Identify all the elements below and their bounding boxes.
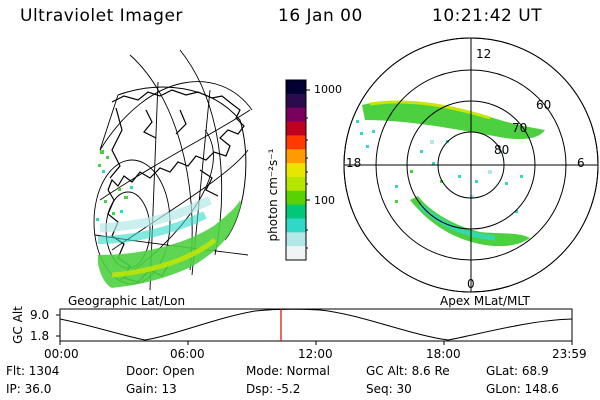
colorbar: [285, 79, 310, 261]
polar-mlt-6: 6: [577, 156, 585, 170]
right-panel-caption: Apex MLat/MLT: [440, 294, 530, 308]
altitude-ytick-max: 9.0: [30, 308, 50, 322]
altitude-xtick-0000: 00:00: [44, 347, 79, 361]
geographic-map: [93, 49, 253, 291]
altitude-xtick-1800: 18:00: [426, 347, 461, 361]
colorbar-tick-100: 100: [314, 194, 335, 207]
altitude-xtick-0600: 06:00: [170, 347, 205, 361]
info-gc-alt: GC Alt: 8.6 Re: [366, 364, 450, 378]
date-label: 16 Jan 00: [278, 6, 363, 26]
altitude-ytick-min: 1.8: [30, 329, 50, 343]
info-mode: Mode: Normal: [246, 364, 330, 378]
colorbar-cell: [286, 107, 306, 123]
colorbar-cell: [286, 135, 306, 150]
colorbar-cell: [286, 163, 306, 178]
colorbar-cell: [286, 204, 306, 219]
colorbar-cell: [286, 149, 306, 164]
polar-lat-80: 80: [494, 143, 510, 157]
colorbar-cell: [286, 190, 306, 206]
instrument-title: Ultraviolet Imager: [20, 6, 183, 26]
info-glat: GLat: 68.9: [486, 364, 549, 378]
polar-mlt-0: 0: [467, 277, 475, 291]
colorbar-cell: [286, 121, 306, 136]
polar-lat-60: 60: [536, 98, 552, 112]
polar-plot: [343, 37, 599, 293]
info-gain: Gain: 13: [126, 382, 177, 396]
polar-mlt-18: 18: [346, 156, 362, 170]
colorbar-tick-1000: 1000: [314, 83, 342, 96]
colorbar-cell: [286, 93, 306, 109]
altitude-strip: [56, 308, 573, 345]
aurora-emission: [96, 150, 242, 288]
altitude-xtick-1200: 12:00: [298, 347, 333, 361]
info-door: Door: Open: [126, 364, 195, 378]
info-flt: Flt: 1304: [6, 364, 60, 378]
colorbar-cell: [286, 232, 306, 247]
info-glon: GLon: 148.6: [486, 382, 559, 396]
polar-mlt-12: 12: [476, 47, 492, 61]
altitude-frame: [59, 308, 573, 342]
altitude-xtick-2359: 23:59: [552, 347, 587, 361]
colorbar-cell: [286, 80, 306, 95]
left-panel-caption: Geographic Lat/Lon: [68, 294, 186, 308]
colorbar-cell: [286, 218, 306, 233]
colorbar-cell: [286, 176, 306, 192]
altitude-ylabel: GC Alt: [11, 306, 25, 344]
time-label: 10:21:42 UT: [432, 6, 543, 26]
info-dsp: Dsp: -5.2: [246, 382, 301, 396]
info-ip: IP: 36.0: [6, 382, 52, 396]
colorbar-unit-label: photon cm⁻²s⁻¹: [266, 148, 280, 242]
polar-lat-70: 70: [512, 121, 528, 135]
colorbar-cell: [286, 246, 306, 261]
polar-aurora: [356, 100, 545, 247]
colorbar-frame: [285, 79, 307, 261]
altitude-curve: [59, 308, 573, 341]
info-seq: Seq: 30: [366, 382, 412, 396]
